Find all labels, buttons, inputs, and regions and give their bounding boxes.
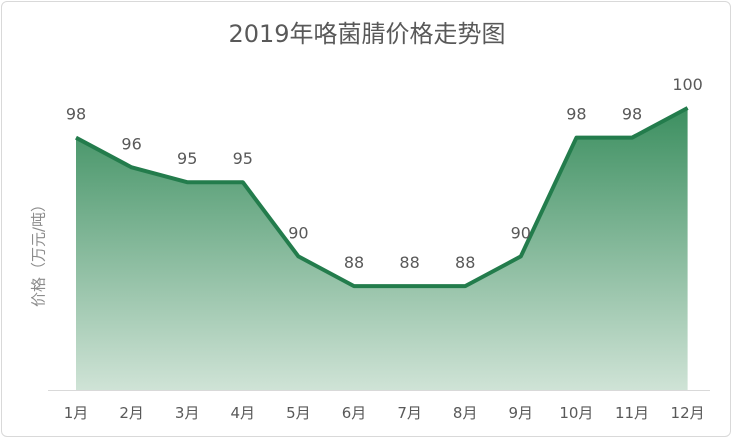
data-label: 98 bbox=[566, 105, 586, 124]
x-tick-label: 3月 bbox=[175, 404, 200, 422]
data-label: 96 bbox=[121, 134, 141, 153]
data-label: 88 bbox=[344, 253, 364, 272]
data-label: 90 bbox=[288, 223, 308, 242]
x-tick-label: 5月 bbox=[286, 404, 311, 422]
data-label: 98 bbox=[622, 105, 642, 124]
data-label: 100 bbox=[672, 75, 703, 94]
x-tick-label: 9月 bbox=[509, 404, 534, 422]
series-line bbox=[75, 106, 689, 289]
x-tick-label: 12月 bbox=[671, 404, 705, 422]
x-tick-label: 4月 bbox=[231, 404, 256, 422]
data-label: 98 bbox=[66, 105, 86, 124]
data-label: 90 bbox=[511, 223, 531, 242]
data-label: 88 bbox=[455, 253, 475, 272]
chart-title: 2019年咯菌腈价格走势图 bbox=[228, 20, 506, 48]
area-fill bbox=[76, 108, 688, 390]
x-tick-label: 8月 bbox=[453, 404, 478, 422]
data-label: 88 bbox=[399, 253, 419, 272]
x-tick-label: 2月 bbox=[119, 404, 144, 422]
x-tick-label: 6月 bbox=[342, 404, 367, 422]
x-tick-label: 1月 bbox=[64, 404, 89, 422]
x-tick-label: 10月 bbox=[559, 404, 593, 422]
data-label: 95 bbox=[233, 149, 253, 168]
x-tick-label: 7月 bbox=[397, 404, 422, 422]
data-label: 95 bbox=[177, 149, 197, 168]
x-tick-label: 11月 bbox=[615, 404, 649, 422]
